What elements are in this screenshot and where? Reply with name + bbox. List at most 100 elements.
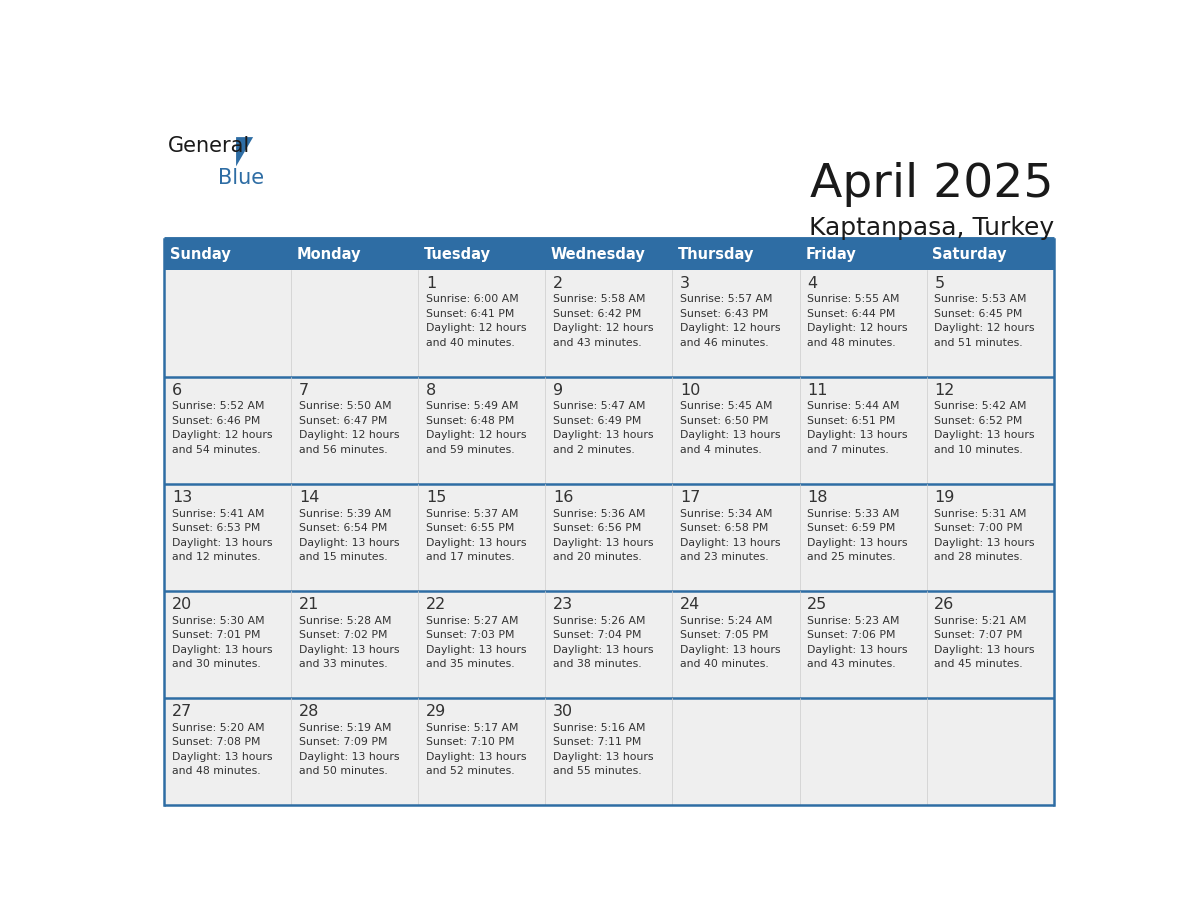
Text: Daylight: 13 hours: Daylight: 13 hours (554, 752, 653, 762)
Text: Daylight: 13 hours: Daylight: 13 hours (299, 538, 399, 547)
Text: and 56 minutes.: and 56 minutes. (299, 445, 387, 454)
Text: Sunset: 6:47 PM: Sunset: 6:47 PM (299, 416, 387, 426)
Text: Sunset: 7:00 PM: Sunset: 7:00 PM (934, 523, 1023, 533)
Text: Sunset: 7:01 PM: Sunset: 7:01 PM (172, 631, 260, 640)
Text: Sunset: 6:55 PM: Sunset: 6:55 PM (426, 523, 514, 533)
Bar (291, 239, 418, 270)
Text: Sunrise: 5:44 AM: Sunrise: 5:44 AM (808, 401, 899, 411)
Text: 22: 22 (426, 598, 447, 612)
Text: Daylight: 13 hours: Daylight: 13 hours (681, 431, 781, 441)
Text: Sunrise: 5:53 AM: Sunrise: 5:53 AM (934, 294, 1026, 304)
Text: Sunset: 6:50 PM: Sunset: 6:50 PM (681, 416, 769, 426)
Text: 7: 7 (299, 383, 309, 397)
Bar (927, 239, 1054, 270)
Text: Daylight: 13 hours: Daylight: 13 hours (934, 431, 1035, 441)
Text: 20: 20 (172, 598, 192, 612)
Text: Sunrise: 5:50 AM: Sunrise: 5:50 AM (299, 401, 392, 411)
Text: and 28 minutes.: and 28 minutes. (934, 552, 1023, 562)
Text: Daylight: 12 hours: Daylight: 12 hours (172, 431, 272, 441)
Text: Sunrise: 5:37 AM: Sunrise: 5:37 AM (426, 509, 518, 519)
Text: and 35 minutes.: and 35 minutes. (426, 659, 514, 669)
Bar (800, 239, 927, 270)
Text: and 2 minutes.: and 2 minutes. (554, 445, 634, 454)
Text: Sunset: 6:43 PM: Sunset: 6:43 PM (681, 308, 769, 319)
Bar (164, 591, 1054, 699)
Text: and 48 minutes.: and 48 minutes. (808, 338, 896, 348)
Text: and 52 minutes.: and 52 minutes. (426, 767, 514, 777)
Text: Daylight: 13 hours: Daylight: 13 hours (172, 538, 272, 547)
Text: Sunday: Sunday (170, 247, 230, 262)
Text: Saturday: Saturday (933, 247, 1006, 262)
Text: Daylight: 13 hours: Daylight: 13 hours (426, 538, 526, 547)
Text: Sunrise: 5:26 AM: Sunrise: 5:26 AM (554, 616, 645, 626)
Bar (164, 239, 291, 270)
Text: Daylight: 12 hours: Daylight: 12 hours (934, 323, 1035, 333)
Text: Daylight: 12 hours: Daylight: 12 hours (681, 323, 781, 333)
Text: 4: 4 (808, 275, 817, 291)
Text: Sunrise: 5:33 AM: Sunrise: 5:33 AM (808, 509, 899, 519)
Text: 15: 15 (426, 490, 447, 505)
Text: Friday: Friday (805, 247, 857, 262)
Text: 25: 25 (808, 598, 828, 612)
Text: Sunset: 7:11 PM: Sunset: 7:11 PM (554, 737, 642, 747)
Text: 6: 6 (172, 383, 182, 397)
Text: and 48 minutes.: and 48 minutes. (172, 767, 260, 777)
Text: and 54 minutes.: and 54 minutes. (172, 445, 260, 454)
Text: Sunrise: 5:21 AM: Sunrise: 5:21 AM (934, 616, 1026, 626)
Text: Sunset: 6:46 PM: Sunset: 6:46 PM (172, 416, 260, 426)
Text: Sunrise: 5:55 AM: Sunrise: 5:55 AM (808, 294, 899, 304)
Text: Sunset: 6:52 PM: Sunset: 6:52 PM (934, 416, 1023, 426)
Text: Sunset: 7:03 PM: Sunset: 7:03 PM (426, 631, 514, 640)
Text: Sunrise: 5:31 AM: Sunrise: 5:31 AM (934, 509, 1026, 519)
Text: Daylight: 13 hours: Daylight: 13 hours (808, 538, 908, 547)
Text: Sunset: 6:51 PM: Sunset: 6:51 PM (808, 416, 896, 426)
Text: Sunrise: 6:00 AM: Sunrise: 6:00 AM (426, 294, 519, 304)
Text: Kaptanpasa, Turkey: Kaptanpasa, Turkey (809, 216, 1054, 240)
Text: Sunset: 6:41 PM: Sunset: 6:41 PM (426, 308, 514, 319)
Text: Sunrise: 5:36 AM: Sunrise: 5:36 AM (554, 509, 645, 519)
Text: and 51 minutes.: and 51 minutes. (934, 338, 1023, 348)
Text: Sunrise: 5:30 AM: Sunrise: 5:30 AM (172, 616, 265, 626)
Text: Sunset: 7:09 PM: Sunset: 7:09 PM (299, 737, 387, 747)
Text: General: General (168, 136, 251, 155)
Text: 17: 17 (681, 490, 701, 505)
Text: Sunset: 6:48 PM: Sunset: 6:48 PM (426, 416, 514, 426)
Text: 2: 2 (554, 275, 563, 291)
Text: and 50 minutes.: and 50 minutes. (299, 767, 387, 777)
Text: Sunset: 7:08 PM: Sunset: 7:08 PM (172, 737, 260, 747)
Text: Sunrise: 5:23 AM: Sunrise: 5:23 AM (808, 616, 899, 626)
Text: and 46 minutes.: and 46 minutes. (681, 338, 769, 348)
Text: 8: 8 (426, 383, 436, 397)
Text: Daylight: 12 hours: Daylight: 12 hours (426, 431, 526, 441)
Text: Sunset: 7:02 PM: Sunset: 7:02 PM (299, 631, 387, 640)
Text: Sunrise: 5:45 AM: Sunrise: 5:45 AM (681, 401, 772, 411)
Text: Sunrise: 5:52 AM: Sunrise: 5:52 AM (172, 401, 264, 411)
Text: Daylight: 13 hours: Daylight: 13 hours (681, 644, 781, 655)
Text: Sunrise: 5:57 AM: Sunrise: 5:57 AM (681, 294, 772, 304)
Text: Sunset: 6:54 PM: Sunset: 6:54 PM (299, 523, 387, 533)
Text: Daylight: 13 hours: Daylight: 13 hours (681, 538, 781, 547)
Text: Sunrise: 5:34 AM: Sunrise: 5:34 AM (681, 509, 772, 519)
Text: Daylight: 12 hours: Daylight: 12 hours (808, 323, 908, 333)
Text: April 2025: April 2025 (810, 162, 1054, 207)
Text: and 12 minutes.: and 12 minutes. (172, 552, 260, 562)
Text: Tuesday: Tuesday (424, 247, 491, 262)
Text: 9: 9 (554, 383, 563, 397)
Text: 24: 24 (681, 598, 701, 612)
Text: 19: 19 (934, 490, 955, 505)
Text: Blue: Blue (219, 168, 265, 188)
Text: Daylight: 13 hours: Daylight: 13 hours (299, 752, 399, 762)
Text: Sunrise: 5:17 AM: Sunrise: 5:17 AM (426, 723, 518, 733)
Text: and 55 minutes.: and 55 minutes. (554, 767, 642, 777)
Text: and 40 minutes.: and 40 minutes. (426, 338, 514, 348)
Text: 12: 12 (934, 383, 955, 397)
Text: 5: 5 (934, 275, 944, 291)
Text: 30: 30 (554, 704, 573, 720)
Text: 16: 16 (554, 490, 574, 505)
Text: Daylight: 12 hours: Daylight: 12 hours (299, 431, 399, 441)
Text: Sunrise: 5:49 AM: Sunrise: 5:49 AM (426, 401, 518, 411)
Text: Monday: Monday (297, 247, 361, 262)
Text: Daylight: 13 hours: Daylight: 13 hours (554, 644, 653, 655)
Text: Sunrise: 5:39 AM: Sunrise: 5:39 AM (299, 509, 391, 519)
Text: Sunset: 6:58 PM: Sunset: 6:58 PM (681, 523, 769, 533)
